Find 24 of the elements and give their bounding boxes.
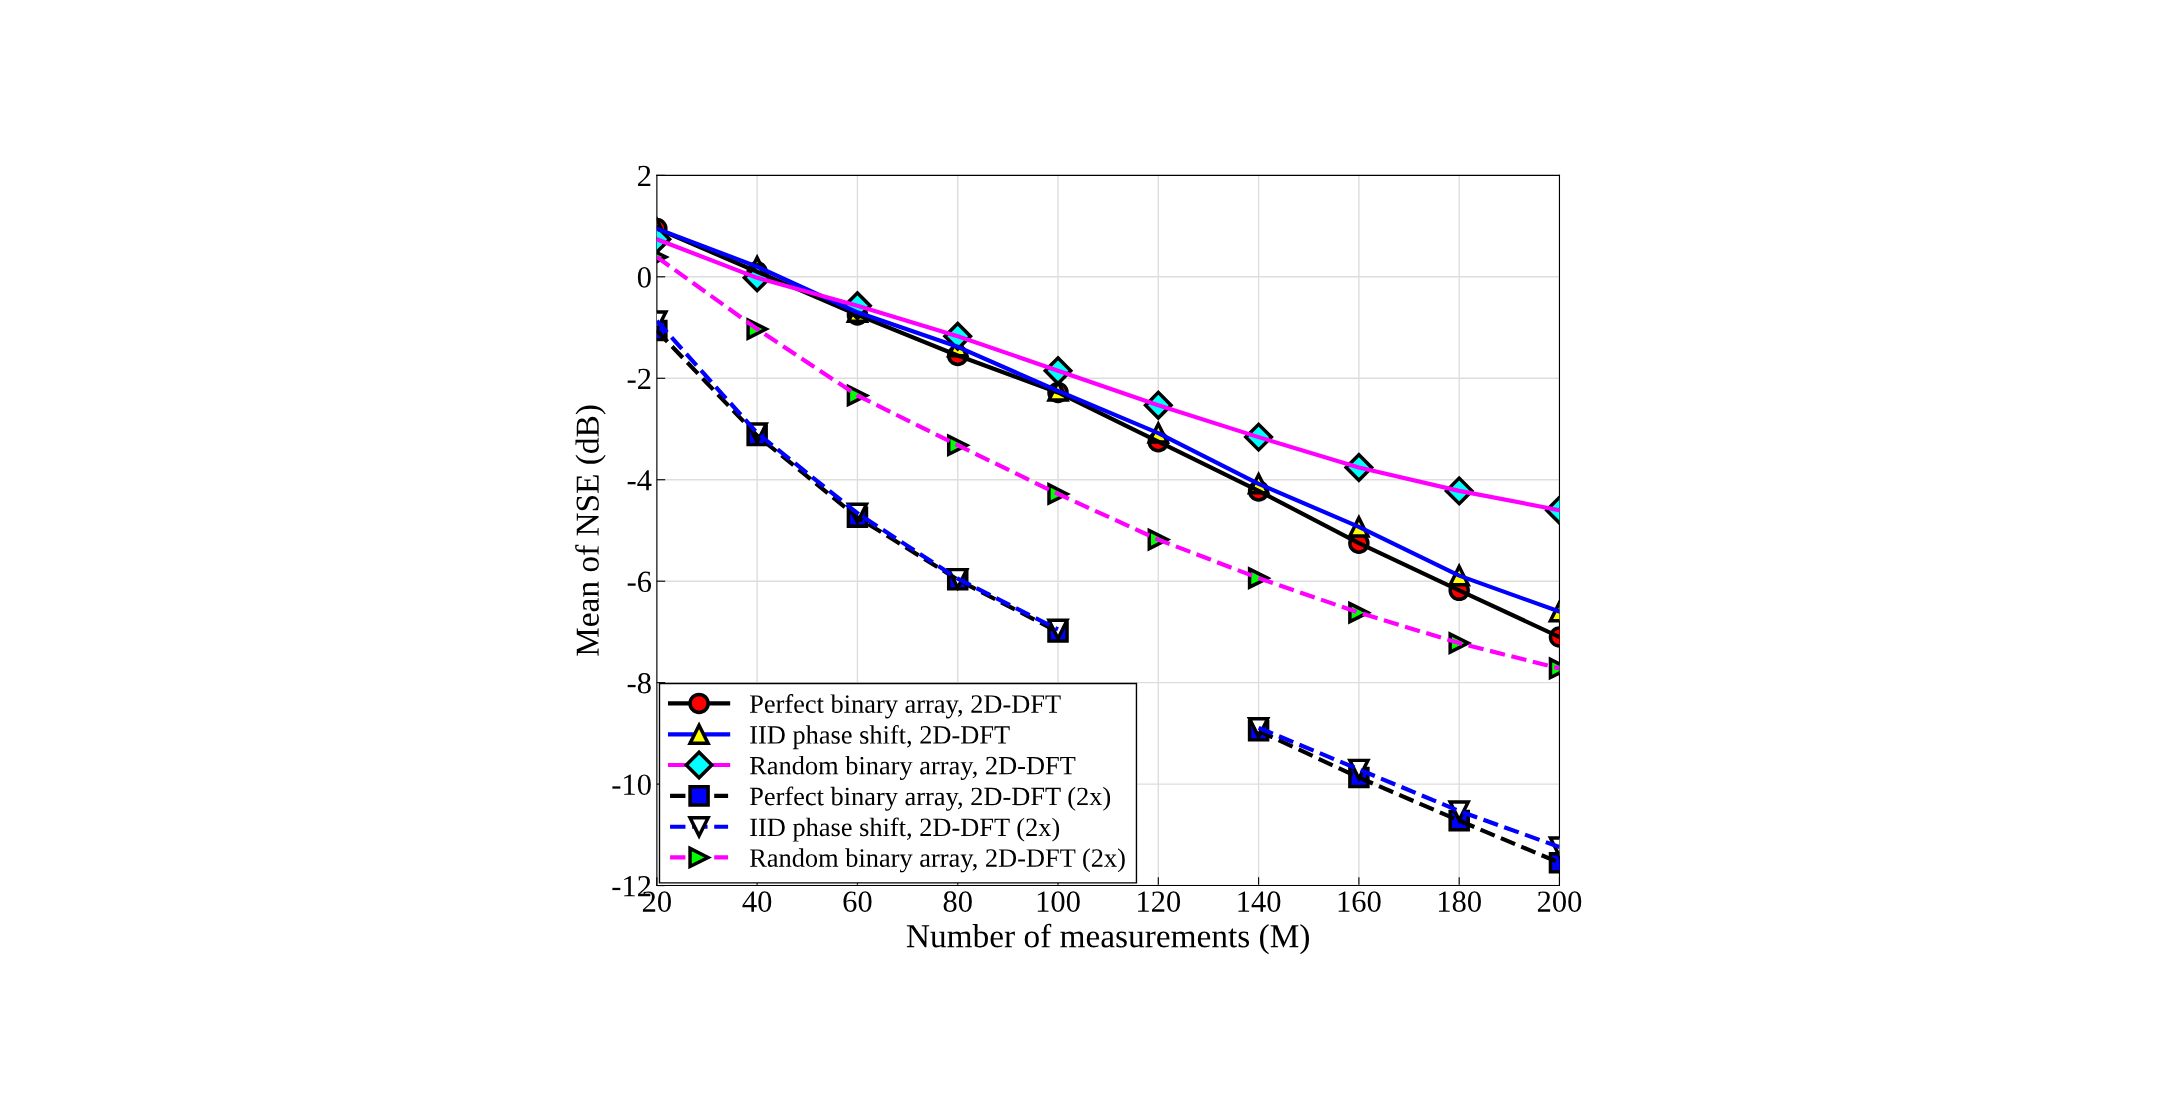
y-axis-title: Mean of NSE (dB) bbox=[575, 405, 606, 656]
x-tick-label: 200 bbox=[1537, 891, 1582, 912]
x-axis-title: Number of measurements (M) bbox=[906, 923, 1309, 955]
x-tick-label: 180 bbox=[1438, 891, 1481, 912]
y-tick-label: -10 bbox=[612, 774, 651, 796]
legend-label: Random binary array, 2D-DFT bbox=[749, 755, 1076, 780]
legend-label: Perfect binary array, 2D-DFT (2x) bbox=[749, 786, 1111, 811]
legend-label: IID phase shift, 2D-DFT (2x) bbox=[750, 817, 1060, 842]
x-tick-label: 100 bbox=[1037, 891, 1080, 912]
y-tick-label: 2 bbox=[638, 165, 651, 186]
y-tick-label: -2 bbox=[627, 368, 651, 389]
x-tick-label: 140 bbox=[1238, 891, 1281, 912]
legend-label: Random binary array, 2D-DFT (2x) bbox=[749, 848, 1125, 873]
x-tick-label: 120 bbox=[1138, 891, 1181, 912]
x-tick-label: 80 bbox=[943, 891, 972, 912]
legend-label: IID phase shift, 2D-DFT bbox=[750, 724, 1010, 750]
x-tick-label: 40 bbox=[742, 891, 772, 912]
y-tick-label: -4 bbox=[627, 470, 652, 491]
legend-label: Perfect binary array, 2D-DFT bbox=[749, 694, 1061, 719]
y-tick-label: -6 bbox=[627, 571, 652, 593]
y-tick-label: -8 bbox=[627, 672, 651, 694]
y-tick-label: 0 bbox=[637, 267, 651, 288]
x-tick-label: 160 bbox=[1338, 891, 1381, 912]
x-tick-label: 60 bbox=[843, 891, 872, 912]
